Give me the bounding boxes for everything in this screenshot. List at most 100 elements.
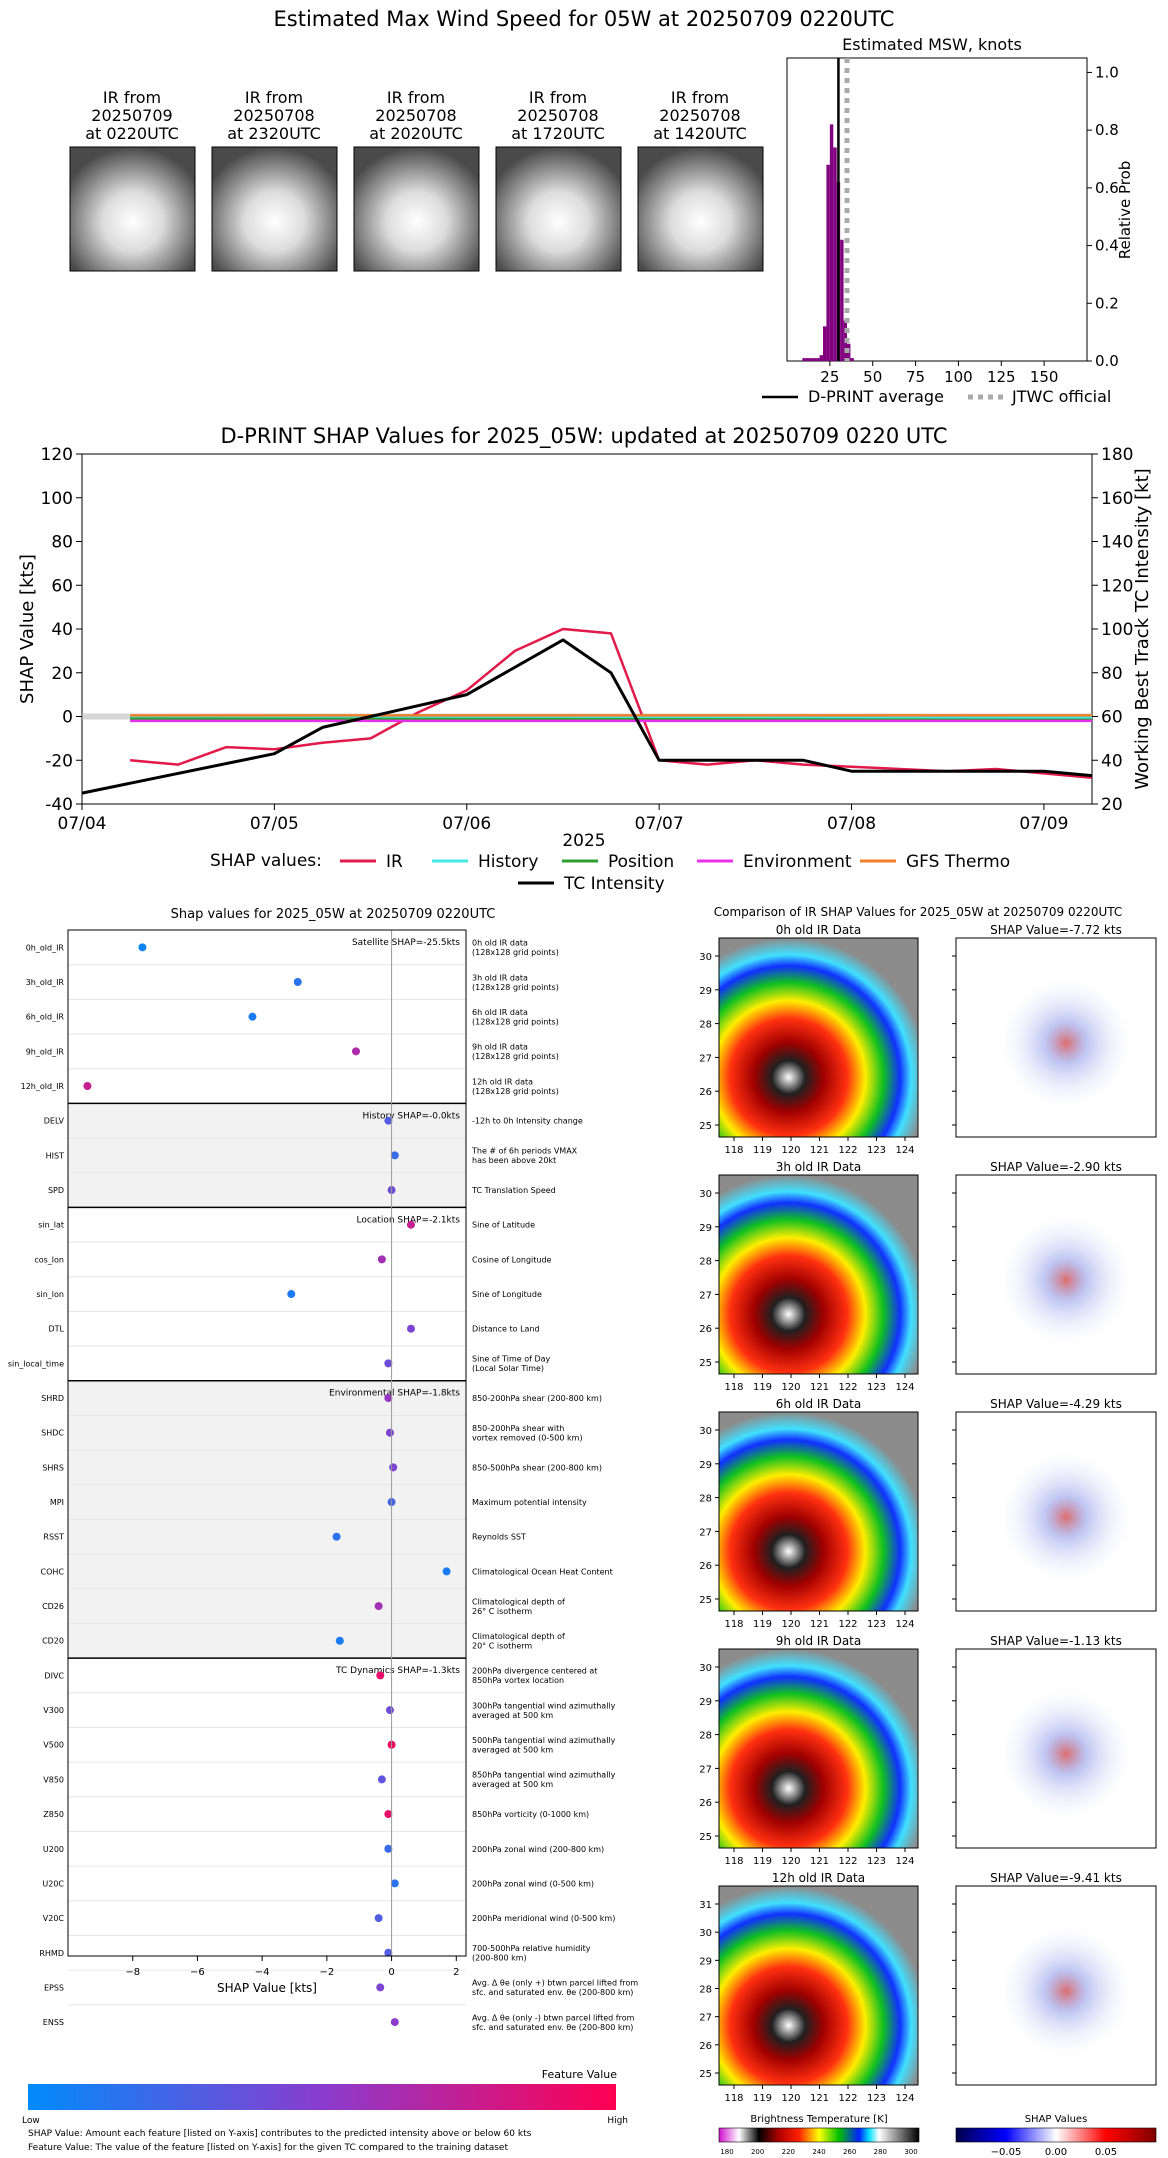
feature-description: sfc. and saturated env. θe (200-800 km) [472,2023,633,2032]
legend-jtwc-label: JTWC official [1011,387,1111,406]
ir-y-tick-label: 30 [699,1426,712,1437]
feature-description: 850hPa vortex location [472,1676,564,1685]
ir-y-tick-label: 28 [699,1985,712,1996]
feature-shap-point [376,1983,385,1992]
histogram-y-tick-label: 0.0 [1095,352,1119,370]
ir-y-tick-label: 27 [699,1764,712,1775]
feature-group-label: Environmental SHAP=-1.8kts [329,1389,460,1399]
feature-name: 9h_old_IR [26,1047,65,1056]
ir-x-tick-label: 122 [838,1856,857,1867]
ir-panel-title: 12h old IR Data [772,1871,865,1885]
feature-shap-point [384,1394,393,1403]
ir-y-tick-label: 26 [699,1087,712,1098]
feature-description: Climatological Ocean Heat Content [472,1567,613,1576]
feature-name: CD26 [42,1602,64,1611]
feature-name: HIST [46,1151,64,1160]
shap-colorbar-tick-label: 0.05 [1095,2147,1117,2158]
thumbnail-caption-line1: IR from [245,88,303,107]
timeseries-y2-tick-label: 80 [1101,664,1123,684]
ir-x-tick-label: 119 [753,2093,772,2104]
feature-name: U20C [42,1879,64,1888]
ir-thumbnail-image [211,146,338,272]
timeseries-y2-ticks: 20 40 60 80 100 120 140 160 180 [1092,445,1133,815]
feature-description: Sine of Latitude [472,1221,535,1230]
feature-description: 200hPa divergence centered at [472,1667,597,1676]
ir-x-tick-label: 121 [810,1619,829,1630]
ir-y-tick-label: 31 [699,1900,712,1911]
feature-shap-point [376,1671,385,1680]
timeseries-y-tick-label: 0 [62,708,73,728]
ir-y-tick-label: 29 [699,1956,712,1967]
ir-x-tick-label: 123 [867,1145,886,1156]
feature-description: averaged at 500 km [472,1711,553,1720]
ir-x-tick-label: 124 [895,1382,914,1393]
feature-name: DELV [44,1117,65,1126]
bt-colorbar-title: Brightness Temperature [K] [750,2114,887,2125]
feature-description: Distance to Land [472,1325,540,1334]
histogram-y-tick-label: 0.4 [1095,237,1119,255]
feature-description: (128x128 grid points) [472,948,559,957]
feature-name: 12h_old_IR [21,1082,65,1091]
ir-x-tick-label: 121 [810,1856,829,1867]
legend-label: Position [608,852,674,872]
shap-colorbar-title: SHAP Values [1025,2114,1088,2125]
feature-shap-point [138,943,147,952]
feature-description: 200hPa zonal wind (0-500 km) [472,1879,594,1888]
bt-colorbar-tick-label: 220 [782,2148,795,2156]
bt-colorbar-tick-label: 200 [751,2148,764,2156]
feature-description: sfc. and saturated env. θe (200-800 km) [472,1988,633,1997]
feature-shap-point [384,1810,393,1819]
timeseries-y-ticks: -40 -20 0 20 40 60 80 100 120 [41,445,82,815]
timeseries-y2label: Working Best Track TC Intensity [kt] [1132,468,1153,789]
ir-x-tick-label: 124 [895,1856,914,1867]
histogram-y-tick-label: 0.6 [1095,179,1119,197]
feature-shap-point [335,1636,344,1645]
ir-comparison-rows: 0h old IR Data SHAP Value=-7.72 kts 118 119… [699,923,1157,2104]
timeseries-legend: SHAP values: IR History Position Environmen… [210,851,1010,894]
legend-dprint-label: D-PRINT average [808,387,944,406]
ir-x-tick-label: 121 [810,2093,829,2104]
timeseries-y2-tick-label: 160 [1101,489,1133,509]
feature-name: V20C [43,1914,65,1923]
feature-name: DIVC [44,1671,64,1680]
feature-group-label: Location SHAP=-2.1kts [356,1215,460,1225]
feature-description: (200-800 km) [472,1954,527,1963]
timeseries-x-tick-label: 07/04 [58,814,107,834]
shap-features-chart: Shap values for 2025_05W at 20250709 022… [8,907,639,2153]
feature-name: U200 [43,1845,64,1854]
feature-description: Avg. Δ θe (only -) btwn parcel lifted fr… [472,2013,635,2022]
ir-x-tick-label: 123 [867,1382,886,1393]
bt-colorbar-tick-label: 180 [720,2148,733,2156]
ir-x-tick-label: 118 [724,1619,743,1630]
feature-name: sin_local_time [8,1359,64,1368]
shap-heat-blob [996,1447,1136,1587]
feature-shap-point [442,1567,451,1576]
feature-name: V500 [43,1741,64,1750]
colorbar-low-label: Low [22,2116,40,2126]
thumbnail-caption-line3: at 2020UTC [369,124,463,143]
ir-x-tick-label: 123 [867,1856,886,1867]
feature-name: 3h_old_IR [26,978,65,987]
timeseries-y-tick-label: -20 [45,751,73,771]
feature-shap-point [293,978,302,987]
feature-description: The # of 6h periods VMAX [471,1147,578,1156]
legend-label: History [478,852,538,872]
thumbnail-caption-line1: IR from [103,88,161,107]
timeseries-y-tick-label: 40 [51,620,73,640]
feature-name: ENSS [43,2018,64,2027]
feature-description: 700-500hPa relative humidity [472,1944,591,1953]
legend-label: Environment [743,852,852,872]
feature-description: Climatological depth of [472,1632,565,1641]
ir-y-tick-label: 25 [699,2069,712,2080]
timeseries-y-tick-label: 120 [41,445,73,465]
ir-x-tick-label: 118 [724,1145,743,1156]
feature-name: CD20 [42,1637,64,1646]
ir-x-tick-label: 123 [867,1619,886,1630]
series-line-position [130,717,1093,722]
histogram-frame [786,57,1088,362]
feature-description: TC Translation Speed [471,1186,556,1195]
feature-description: 850hPa tangential wind azimuthally [472,1771,616,1780]
ir-x-tick-label: 119 [753,1145,772,1156]
feature-shap-point [248,1012,257,1021]
